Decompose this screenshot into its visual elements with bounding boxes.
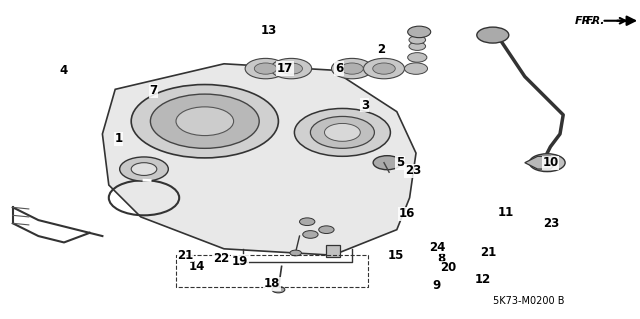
- PathPatch shape: [525, 156, 557, 169]
- Circle shape: [340, 63, 364, 74]
- Text: 6: 6: [335, 62, 343, 75]
- Circle shape: [310, 116, 374, 148]
- Circle shape: [409, 42, 426, 50]
- Circle shape: [131, 163, 157, 175]
- Text: 8: 8: [438, 252, 445, 265]
- Circle shape: [294, 108, 390, 156]
- Text: 15: 15: [387, 249, 404, 262]
- Text: FR.: FR.: [586, 16, 605, 26]
- Circle shape: [332, 58, 372, 79]
- Circle shape: [300, 218, 315, 226]
- Text: 24: 24: [429, 241, 445, 254]
- Text: 13: 13: [260, 24, 277, 37]
- Circle shape: [373, 156, 401, 170]
- Text: 17: 17: [276, 62, 293, 75]
- Circle shape: [364, 58, 404, 79]
- Circle shape: [120, 157, 168, 181]
- Circle shape: [303, 231, 318, 238]
- Circle shape: [319, 226, 334, 234]
- Circle shape: [280, 63, 303, 74]
- Text: 14: 14: [189, 260, 205, 273]
- Text: 9: 9: [433, 279, 440, 292]
- Text: 23: 23: [543, 217, 560, 230]
- Text: 5K73-M0200 B: 5K73-M0200 B: [493, 296, 564, 307]
- PathPatch shape: [102, 64, 416, 255]
- Text: 7: 7: [150, 85, 157, 97]
- Text: 20: 20: [440, 262, 456, 274]
- Text: 5: 5: [396, 156, 404, 169]
- Text: 10: 10: [542, 156, 559, 169]
- Text: 1: 1: [115, 132, 122, 145]
- Circle shape: [477, 27, 509, 43]
- Circle shape: [404, 63, 428, 74]
- Text: 21: 21: [177, 249, 194, 262]
- Text: 11: 11: [497, 206, 514, 219]
- Text: 16: 16: [398, 207, 415, 220]
- Text: 18: 18: [264, 278, 280, 290]
- Circle shape: [272, 286, 285, 293]
- Circle shape: [131, 85, 278, 158]
- Text: 4: 4: [60, 64, 68, 77]
- Text: 12: 12: [475, 273, 492, 286]
- Circle shape: [271, 58, 312, 79]
- Circle shape: [372, 63, 396, 74]
- Circle shape: [408, 53, 427, 62]
- Circle shape: [529, 154, 565, 172]
- Circle shape: [176, 107, 234, 136]
- Text: 21: 21: [480, 246, 497, 258]
- Circle shape: [290, 250, 301, 256]
- Text: 19: 19: [232, 255, 248, 268]
- Text: 2: 2: [377, 43, 385, 56]
- Circle shape: [254, 63, 277, 74]
- Text: 22: 22: [212, 252, 229, 265]
- Circle shape: [245, 58, 286, 79]
- Text: FR.: FR.: [575, 16, 595, 26]
- Circle shape: [408, 26, 431, 38]
- Text: 3: 3: [361, 99, 369, 112]
- Bar: [326, 245, 340, 257]
- Circle shape: [409, 36, 426, 44]
- Circle shape: [150, 94, 259, 148]
- Circle shape: [324, 123, 360, 141]
- Text: 23: 23: [404, 164, 421, 177]
